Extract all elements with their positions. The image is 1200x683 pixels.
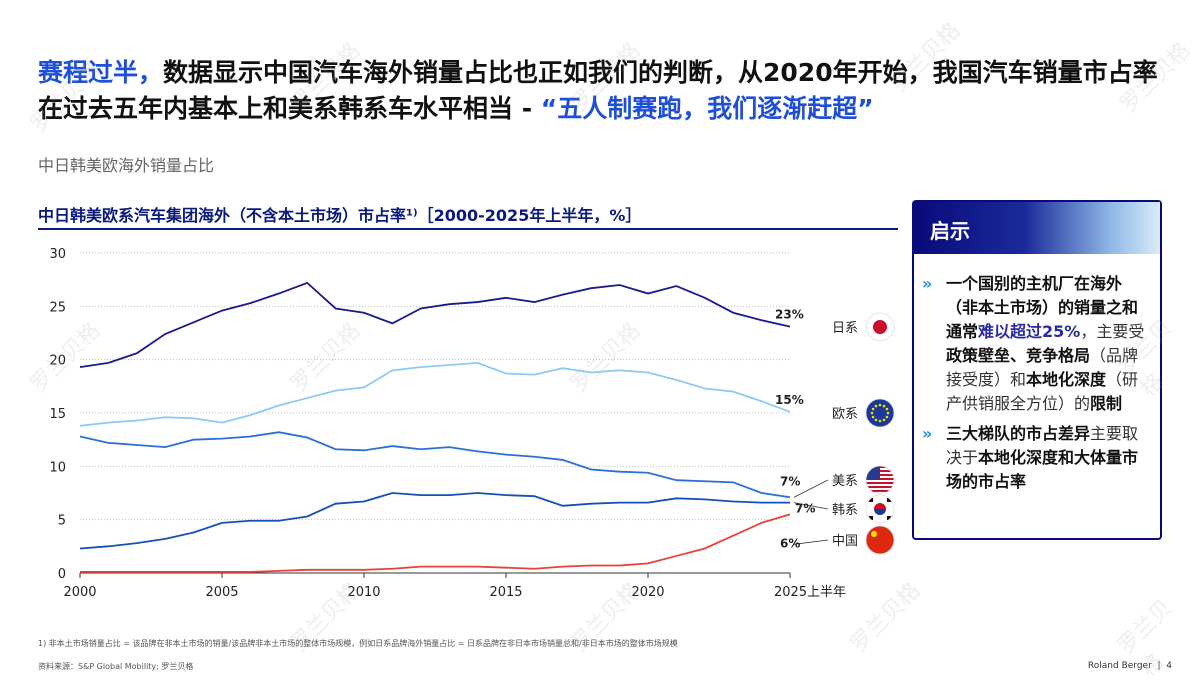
page-subtitle: 中日韩美欧海外销量占比: [38, 156, 215, 175]
x-tick-label: 2000: [63, 585, 96, 600]
y-tick-label: 5: [58, 514, 66, 529]
y-tick-label: 15: [49, 407, 66, 422]
end-value-label: 15%: [775, 393, 804, 407]
japan-flag-icon: [865, 312, 895, 342]
series-label: 韩系: [832, 503, 858, 518]
y-tick-label: 30: [49, 247, 66, 262]
series-line-korea: [79, 492, 790, 550]
x-tick-label: 2005: [205, 585, 238, 600]
series-line-china: [80, 513, 791, 573]
series-label: 欧系: [832, 407, 858, 422]
series-label: 美系: [832, 474, 858, 489]
china-flag-icon: [865, 525, 895, 555]
series-line-eu: [79, 361, 791, 427]
x-tick-label: 2015: [489, 585, 522, 600]
series-label: 日系: [832, 321, 858, 336]
line-chart: 0 5 10 15 20 25 30 2000 2005 2010 2015 2020 2025上半年 2…: [49, 247, 895, 600]
double-chevron-right-icon: »: [922, 424, 933, 443]
footer-brand: Roland Berger | 4: [1087, 661, 1172, 671]
x-tick-label: 2020: [631, 585, 664, 600]
source-note: 资料来源：S&P Global Mobility; 罗兰贝格: [38, 662, 194, 671]
footnote: 1) 非本土市场销量占比 = 该品牌在非本土市场的销量/该品牌非本土市场的整体市…: [38, 639, 678, 648]
insights-header: 启示: [914, 202, 1160, 254]
page-title: 赛程过半，数据显示中国汽车海外销量占比也正如我们的判断，从2020年开始，我国汽…: [38, 58, 1158, 123]
x-tick-label: 2010: [347, 585, 380, 600]
x-tick-label: 2025上半年: [774, 585, 846, 600]
chart-title: 中日韩美欧系汽车集团海外（不含本土市场）市占率¹⁾［2000-2025年上半年，…: [38, 206, 642, 225]
end-value-label: 23%: [775, 308, 804, 322]
y-tick-label: 20: [49, 354, 66, 369]
series-line-japan: [79, 281, 791, 369]
insight-item: » 三大梯队的市占差异主要取决于本地化深度和大体量市场的市占率: [922, 422, 1150, 494]
chart-title-underline: [38, 228, 898, 230]
us-flag-icon: [865, 465, 895, 495]
end-value-label: 7%: [780, 474, 800, 488]
end-value-label: 7%: [795, 502, 815, 516]
leader-line: [793, 502, 829, 510]
korea-flag-icon: [865, 494, 895, 524]
insights-panel: 启示 » 一个国别的主机厂在海外（非本土市场）的销量之和通常难以超过25%，主要受…: [912, 200, 1162, 540]
y-tick-label: 0: [58, 567, 66, 582]
series-label: 中国: [832, 534, 858, 549]
leader-line: [793, 539, 829, 545]
y-tick-label: 25: [49, 300, 66, 315]
page-number: 4: [1166, 661, 1172, 671]
end-value-label: 6%: [780, 536, 800, 550]
double-chevron-right-icon: »: [922, 274, 933, 293]
insight-item: » 一个国别的主机厂在海外（非本土市场）的销量之和通常难以超过25%，主要受政策壁…: [922, 272, 1150, 416]
eu-flag-icon: [865, 398, 895, 428]
y-tick-label: 10: [49, 460, 66, 475]
series-line-us: [79, 431, 791, 499]
leader-line: [793, 479, 829, 498]
